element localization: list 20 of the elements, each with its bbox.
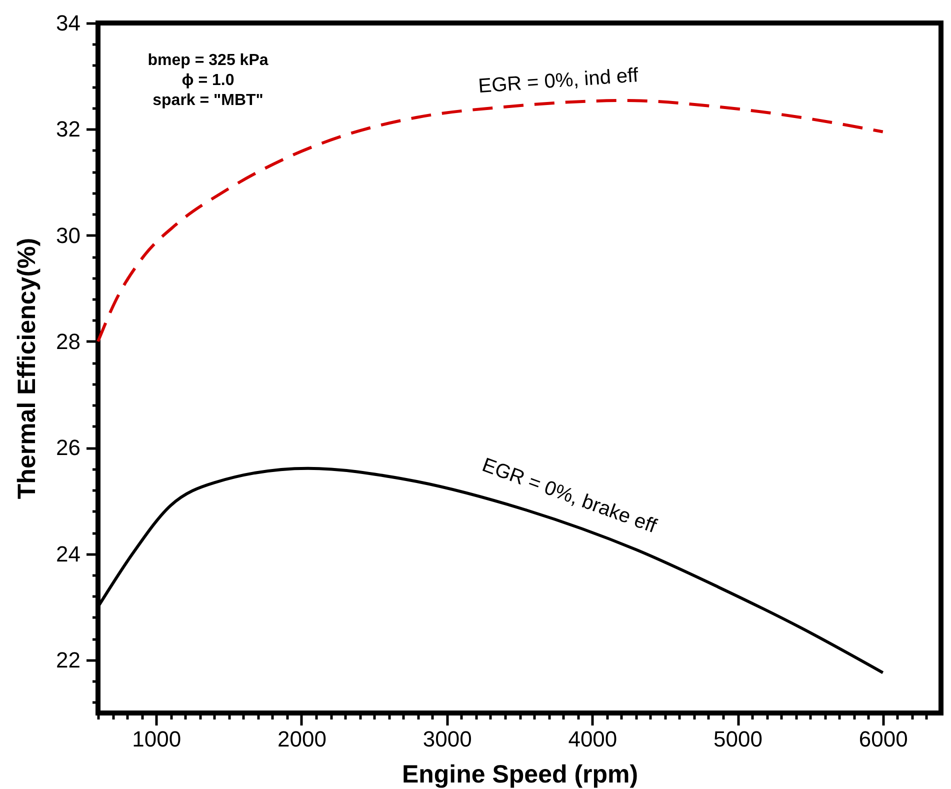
x-axis-title: Engine Speed (rpm)	[402, 760, 638, 788]
annotation: bmep = 325 kPa	[148, 52, 268, 69]
y-tick-label: 26	[56, 435, 80, 460]
y-tick-label: 28	[56, 328, 80, 354]
x-tick-label: 2000	[278, 726, 326, 752]
x-tick-label: 5000	[714, 726, 762, 752]
y-tick-label: 32	[56, 116, 80, 142]
x-tick-label: 4000	[568, 726, 618, 752]
y-tick-label: 34	[56, 10, 80, 36]
x-tick-label: 1000	[132, 726, 182, 752]
annotation: ϕ = 1.0	[182, 72, 234, 89]
annotation: spark = "MBT"	[152, 92, 264, 109]
y-tick-label: 24	[56, 541, 80, 566]
y-tick-label: 22	[56, 647, 80, 672]
x-tick-label: 3000	[422, 726, 472, 752]
x-tick-label: 6000	[858, 726, 908, 752]
y-axis-title: Thermal Efficiency(%)	[13, 238, 42, 500]
text: EGR = 0%, brake eff	[479, 454, 660, 538]
series-label: EGR = 0%, ind eff	[478, 64, 640, 98]
y-tick-label: 30	[56, 222, 80, 248]
